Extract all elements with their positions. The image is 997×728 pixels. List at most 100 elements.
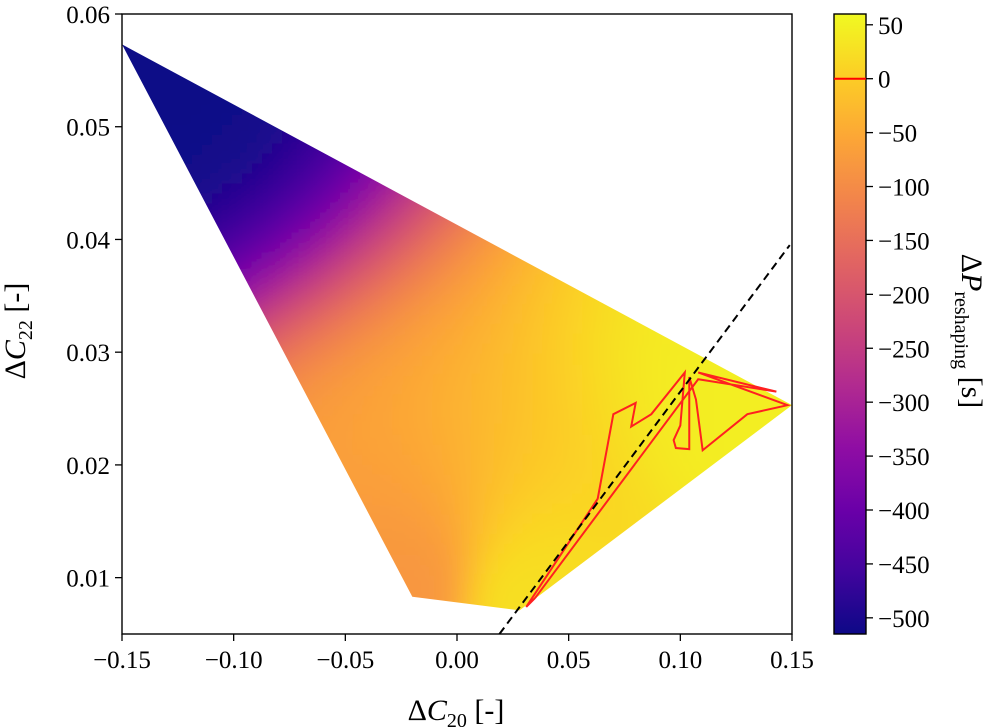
color-field-cell: [792, 124, 803, 135]
color-field-cell: [662, 394, 673, 406]
color-field-cell: [402, 334, 413, 346]
color-field-cell: [402, 574, 413, 586]
color-field-cell: [462, 604, 473, 611]
color-field-cell: [742, 594, 753, 606]
color-field-cell: [162, 354, 173, 366]
color-field-cell: [672, 474, 683, 486]
color-field-cell: [242, 144, 253, 156]
color-field-cell: [672, 214, 683, 226]
color-field-cell: [562, 634, 573, 645]
color-field-cell: [512, 294, 523, 306]
color-field-cell: [232, 594, 243, 606]
color-field-cell: [512, 474, 523, 486]
color-field-cell: [462, 74, 473, 86]
color-field-cell: [352, 244, 363, 256]
color-field-cell: [632, 324, 643, 336]
color-field-cell: [532, 614, 543, 625]
color-field-cell: [202, 434, 213, 446]
color-field-cell: [262, 134, 273, 146]
color-field-cell: [242, 474, 253, 486]
color-field-cell: [592, 434, 603, 446]
color-field-cell: [232, 184, 243, 196]
color-field-cell: [352, 414, 363, 426]
color-field-cell: [412, 84, 423, 96]
color-field-cell: [612, 384, 623, 396]
color-field-cell: [372, 334, 383, 346]
color-field-cell: [452, 24, 463, 35]
color-field-cell: [572, 354, 583, 366]
y-axis-ticks: 0.010.020.030.040.050.06: [66, 2, 122, 593]
color-field-cell: [262, 414, 273, 426]
color-field-cell: [262, 154, 273, 166]
color-field-cell: [602, 474, 613, 486]
color-field-cell: [252, 464, 263, 476]
color-field-cell: [162, 24, 173, 35]
color-field-cell: [652, 294, 663, 306]
color-field-cell: [512, 244, 523, 256]
color-field-cell: [312, 524, 323, 536]
color-field-cell: [492, 84, 503, 96]
color-field-cell: [402, 74, 413, 86]
color-field-cell: [532, 104, 543, 116]
color-field-cell: [212, 214, 223, 226]
color-field-cell: [282, 344, 293, 356]
color-field-cell: [412, 534, 423, 546]
color-field-cell: [772, 634, 783, 645]
color-field-cell: [222, 604, 233, 611]
color-field-cell: [672, 544, 683, 556]
color-field-cell: [322, 574, 333, 586]
color-field-cell: [562, 204, 573, 216]
color-field-cell: [632, 484, 643, 496]
color-field-cell: [152, 234, 163, 246]
color-field-cell: [192, 464, 203, 476]
color-field-cell: [382, 474, 393, 486]
color-field-cell: [672, 434, 683, 446]
color-field-cell: [542, 454, 553, 466]
color-field-cell: [272, 164, 283, 176]
color-field-cell: [772, 574, 783, 586]
color-field-cell: [612, 534, 623, 546]
color-field-cell: [742, 54, 753, 66]
color-field-cell: [552, 254, 563, 266]
color-field-cell: [92, 314, 103, 325]
color-field-cell: [482, 324, 493, 336]
color-field-cell: [292, 294, 303, 306]
color-field-cell: [362, 104, 373, 116]
color-field-cell: [742, 104, 753, 116]
color-field-cell: [562, 544, 573, 556]
color-field-cell: [512, 594, 523, 606]
color-field-cell: [92, 324, 103, 335]
color-field-cell: [412, 564, 423, 576]
color-field-cell: [462, 244, 473, 256]
color-field-cell: [172, 184, 183, 196]
color-field-cell: [742, 214, 753, 226]
color-field-cell: [232, 24, 243, 35]
color-field-cell: [712, 204, 723, 216]
color-field-cell: [132, 484, 143, 496]
color-field-cell: [432, 314, 443, 326]
color-field-cell: [412, 294, 423, 306]
color-field-cell: [322, 594, 333, 606]
color-field-cell: [292, 334, 303, 346]
color-field-cell: [652, 134, 663, 146]
color-field-cell: [342, 364, 353, 376]
color-field-cell: [192, 124, 203, 136]
color-field-cell: [722, 504, 733, 516]
color-field-cell: [282, 124, 293, 136]
color-field-cell: [672, 484, 683, 496]
color-field-cell: [732, 554, 743, 566]
color-field-cell: [422, 504, 433, 516]
color-field-cell: [772, 394, 783, 406]
color-field-cell: [652, 254, 663, 266]
color-field-cell: [352, 454, 363, 466]
color-field-cell: [102, 164, 113, 175]
color-field-cell: [472, 234, 483, 246]
color-field-cell: [622, 494, 633, 506]
color-field-cell: [322, 394, 333, 406]
color-field-cell: [172, 514, 183, 526]
color-field-cell: [462, 14, 473, 25]
color-field-cell: [362, 154, 373, 166]
color-field-cell: [172, 594, 183, 606]
color-field-cell: [812, 164, 823, 175]
color-field-cell: [642, 244, 653, 256]
